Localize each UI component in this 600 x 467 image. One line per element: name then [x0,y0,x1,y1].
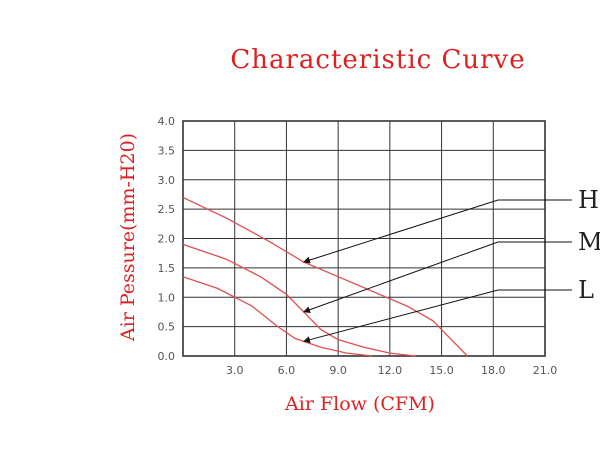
chart-series [182,196,468,357]
y-axis-label: Air Pessure(mm-H20) [117,133,139,342]
chart-legend: HML [303,186,600,344]
y-tick-label: 1.0 [158,291,176,304]
x-axis-label: Air Flow (CFM) [284,393,435,415]
x-tick-label: 12.0 [378,364,403,377]
x-axis-ticks: 3.0 6.0 9.0 12.0 15.0 18.0 21.0 [226,364,557,377]
chart-grid [182,120,546,357]
x-tick-label: 15.0 [429,364,454,377]
chart-title: Characteristic Curve [230,45,525,75]
x-tick-label: 6.0 [278,364,296,377]
legend-label-m: M [578,228,600,256]
curve-h [182,196,468,357]
y-tick-label: 3.5 [158,144,176,157]
y-tick-label: 2.5 [158,203,176,216]
x-tick-label: 9.0 [329,364,347,377]
x-tick-label: 3.0 [226,364,244,377]
curve-m [182,243,416,357]
y-tick-label: 1.5 [158,262,176,275]
leader-line-l [303,289,572,344]
y-tick-label: 3.0 [158,174,176,187]
legend-label-l: L [578,276,594,304]
leader-line-m [303,241,572,314]
x-tick-label: 21.0 [533,364,558,377]
curve-l [182,276,373,357]
y-tick-label: 0.0 [158,350,176,363]
y-tick-label: 2.0 [158,233,176,246]
legend-label-h: H [578,186,599,214]
y-tick-label: 4.0 [158,115,176,128]
y-tick-label: 0.5 [158,321,176,334]
x-tick-label: 18.0 [481,364,506,377]
leader-line-h [303,199,572,264]
y-axis-ticks: 0.0 0.5 1.0 1.5 2.0 2.5 3.0 3.5 4.0 [158,115,176,363]
